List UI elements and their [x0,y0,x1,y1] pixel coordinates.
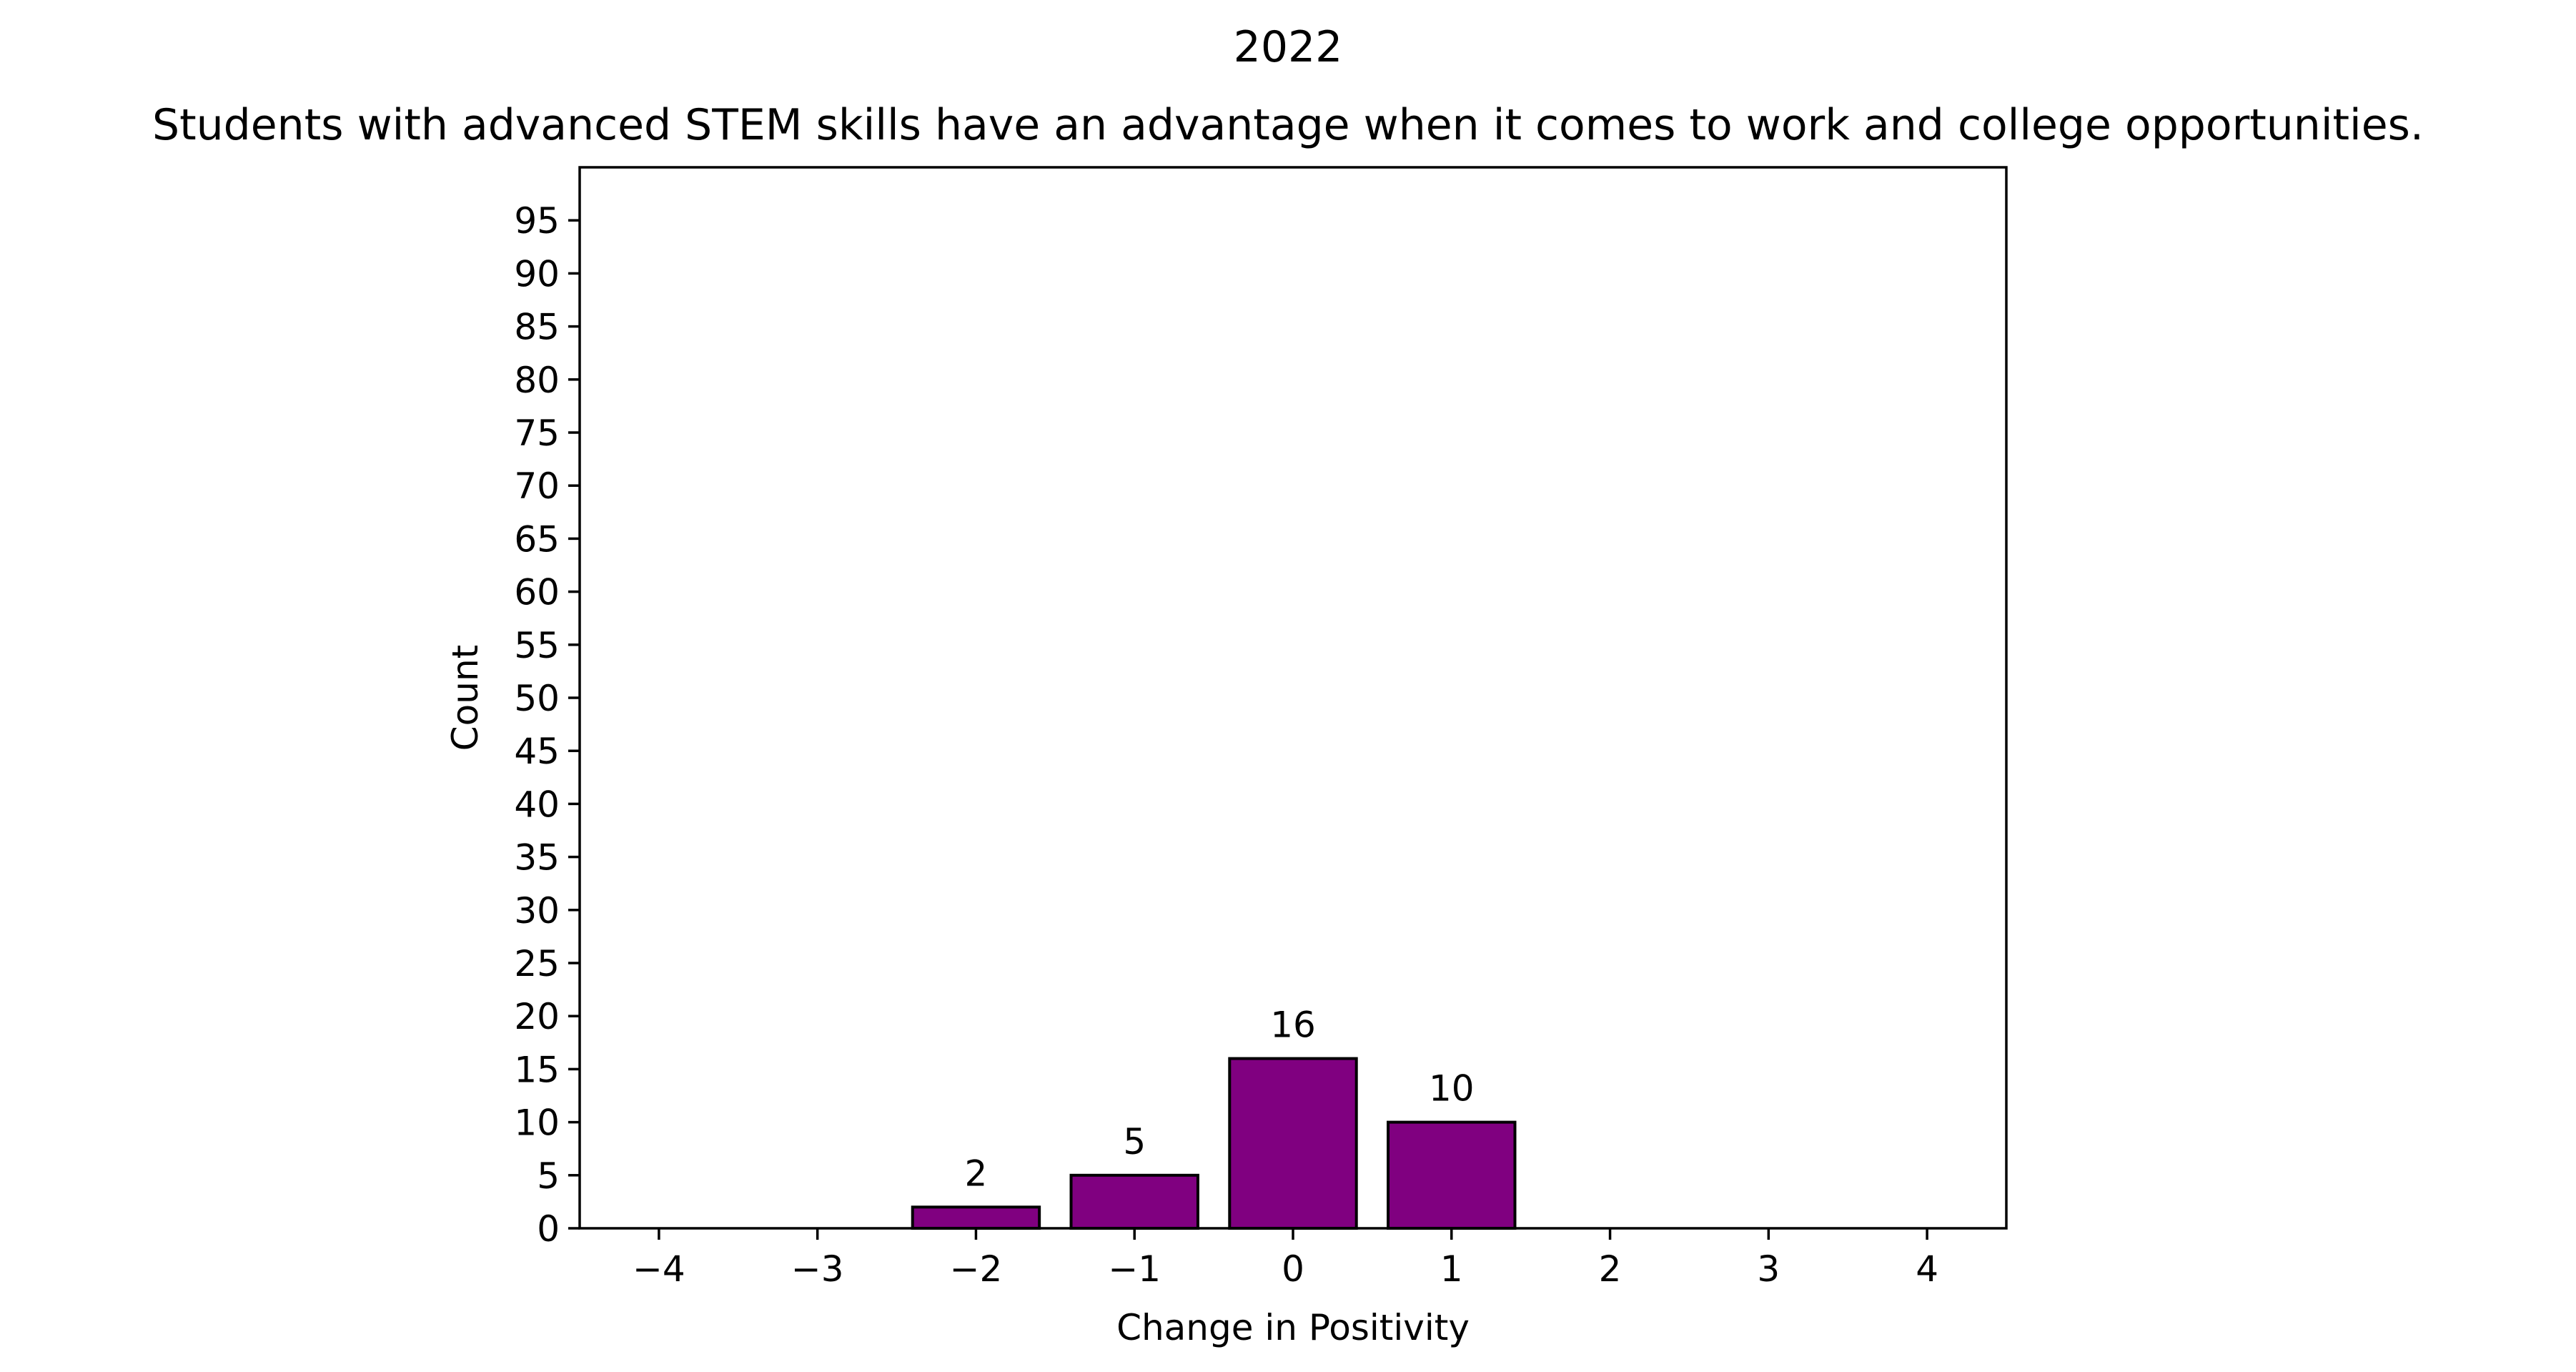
y-tick-label: 50 [514,678,560,719]
x-tick-label: −1 [1108,1248,1161,1290]
y-axis-ticks: 0 5 10 15 20 25 30 35 40 45 50 55 60 65 70 75 80 85 90 95 [514,200,580,1250]
x-tick-label: −3 [791,1248,844,1290]
y-tick-label: 25 [514,943,560,984]
bar-value-label: 16 [1270,1005,1316,1046]
x-tick-label: 0 [1282,1248,1304,1290]
y-tick-label: 35 [514,837,560,879]
bar [1228,1057,1358,1230]
bar [1069,1173,1199,1230]
bar [911,1205,1041,1230]
y-tick-label: 60 [514,572,560,613]
x-tick-label: −2 [950,1248,1003,1290]
x-tick-label: 4 [1916,1248,1938,1290]
bar [1387,1120,1517,1230]
y-tick-label: 45 [514,731,560,772]
y-tick-label: 55 [514,625,560,666]
y-tick-label: 75 [514,413,560,454]
x-tick-label: −4 [633,1248,685,1290]
y-axis-label: Count [445,645,486,751]
y-tick-label: 90 [514,253,560,295]
y-tick-label: 65 [514,518,560,560]
y-tick-label: 0 [537,1208,560,1250]
x-tick-label: 2 [1599,1248,1622,1290]
y-tick-label: 95 [514,200,560,242]
y-tick-label: 20 [514,996,560,1037]
y-tick-label: 30 [514,890,560,932]
x-axis-label: Change in Positivity [1116,1307,1470,1348]
bar-value-label: 5 [1123,1121,1146,1163]
y-tick-label: 80 [514,360,560,401]
y-tick-label: 15 [514,1049,560,1090]
bar-value-label: 2 [965,1153,988,1194]
chart-suptitle: 2022 [1234,22,1343,72]
data-labels-group: 2 5 16 10 [965,1005,1475,1195]
bars-group [911,1057,1517,1230]
x-axis-ticks: −4 −3 −2 −1 0 1 2 3 4 [633,1228,1938,1290]
y-tick-label: 40 [514,784,560,825]
y-tick-label: 5 [537,1155,560,1197]
chart-title: Students with advanced STEM skills have … [152,100,2424,150]
x-tick-label: 3 [1757,1248,1780,1290]
axes-frame [578,166,2008,1230]
y-tick-label: 70 [514,465,560,507]
bar-value-label: 10 [1429,1068,1475,1110]
y-tick-label: 10 [514,1102,560,1144]
y-tick-label: 85 [514,307,560,348]
x-tick-label: 1 [1440,1248,1463,1290]
